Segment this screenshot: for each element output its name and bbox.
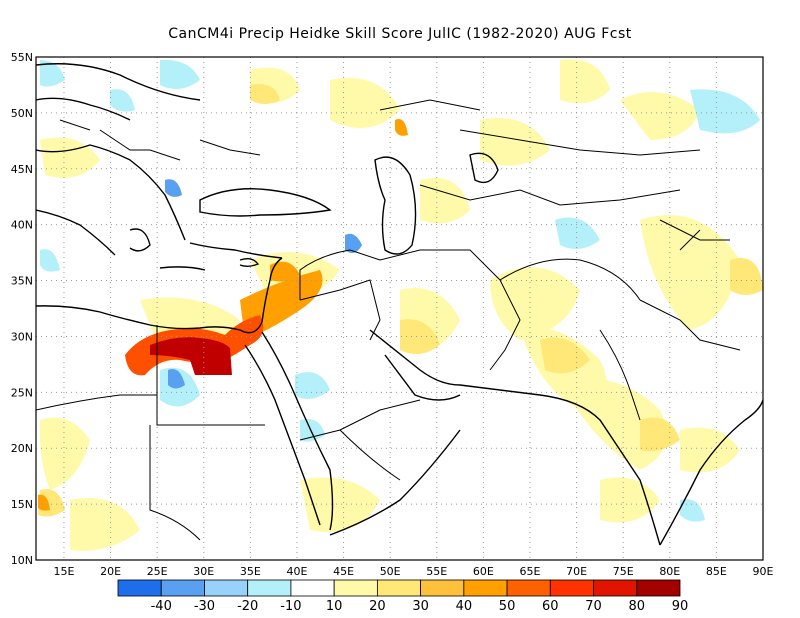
- lat-tick-label: 20N: [11, 442, 33, 455]
- colorbar-label: 60: [542, 599, 559, 614]
- colorbar-label: -40: [151, 599, 172, 614]
- colorbar-label: 90: [672, 599, 689, 614]
- coastlines: [36, 63, 763, 546]
- lon-tick-label: 40E: [286, 565, 307, 578]
- colorbar-label: -10: [280, 599, 301, 614]
- lon-tick-label: 35E: [240, 565, 261, 578]
- colorbar-label: 80: [628, 599, 645, 614]
- colorbar-swatch: [376, 579, 422, 597]
- lat-tick-label: 45N: [11, 163, 33, 176]
- latitude-labels: 10N 15N 20N 25N 30N 35N 40N 45N 50N 55N: [11, 51, 33, 567]
- lat-tick-label: 25N: [11, 386, 33, 399]
- longitude-labels: 15E 20E 25E 30E 35E 40E 45E 50E 55E 60E 65E 70E 75E 8…: [53, 565, 773, 578]
- lat-tick-label: 30N: [11, 330, 33, 343]
- skill-fill-layer: [38, 59, 763, 551]
- colorbar-label: -20: [237, 599, 258, 614]
- gridlines: [36, 57, 763, 560]
- chart-title: CanCM4i Precip Heidke Skill Score JulIC …: [168, 26, 632, 42]
- colorbar-label: 70: [585, 599, 602, 614]
- colorbar-label: 10: [326, 599, 343, 614]
- lon-tick-label: 90E: [753, 565, 774, 578]
- lon-tick-label: 30E: [193, 565, 214, 578]
- plot-frame: [35, 56, 764, 561]
- colorbar-swatch: [593, 579, 638, 597]
- colorbar-swatch: [636, 579, 681, 597]
- lat-tick-label: 15N: [11, 498, 33, 511]
- lat-tick-label: 50N: [11, 107, 33, 120]
- lon-tick-label: 85E: [706, 565, 727, 578]
- lon-tick-label: 15E: [53, 565, 74, 578]
- country-borders: [36, 99, 741, 541]
- lon-tick-label: 75E: [613, 565, 634, 578]
- colorbar-swatch: [204, 579, 249, 597]
- colorbar-label: 50: [499, 599, 516, 614]
- lat-tick-label: 35N: [11, 275, 33, 288]
- colorbar-label: 40: [456, 599, 473, 614]
- colorbar: -40 -30 -20 -10 10 20 30 40 50 60 70 80 90: [117, 579, 689, 614]
- lat-tick-label: 55N: [11, 51, 33, 64]
- colorbar-swatch: [549, 579, 594, 597]
- lon-tick-label: 65E: [520, 565, 541, 578]
- lat-tick-label: 10N: [11, 554, 33, 567]
- lon-tick-label: 45E: [333, 565, 354, 578]
- lon-tick-label: 70E: [566, 565, 587, 578]
- lat-tick-label: 40N: [11, 219, 33, 232]
- lon-tick-label: 50E: [380, 565, 401, 578]
- colorbar-swatch: [420, 579, 465, 597]
- colorbar-swatch: [463, 579, 508, 597]
- skill-80-90-areas: [150, 337, 232, 375]
- lon-tick-label: 60E: [473, 565, 494, 578]
- colorbar-swatch: [117, 579, 162, 597]
- colorbar-label: 20: [369, 599, 386, 614]
- colorbar-label: 30: [412, 599, 429, 614]
- colorbar-swatch: [160, 579, 205, 597]
- colorbar-swatch: [247, 579, 292, 597]
- colorbar-label: -30: [194, 599, 215, 614]
- skill-neg30-areas: [165, 179, 362, 389]
- lon-tick-label: 55E: [426, 565, 447, 578]
- colorbar-swatch: [290, 579, 335, 597]
- lon-tick-label: 80E: [659, 565, 680, 578]
- lon-tick-label: 20E: [100, 565, 121, 578]
- colorbar-swatch: [333, 579, 378, 597]
- colorbar-swatch: [506, 579, 551, 597]
- lon-tick-label: 25E: [147, 565, 168, 578]
